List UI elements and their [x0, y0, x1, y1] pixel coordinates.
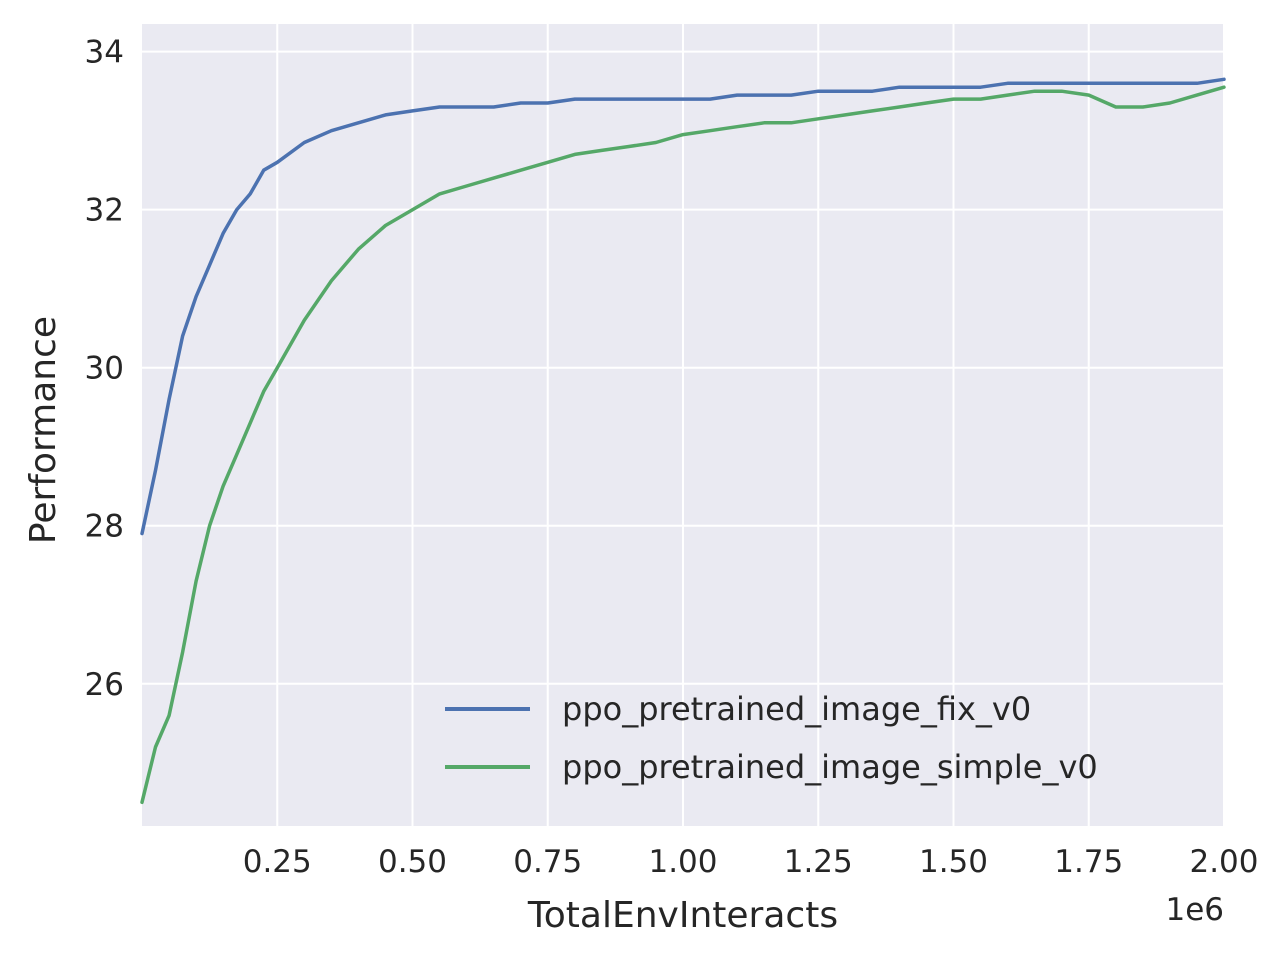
y-tick-labels: 26 28 30 32 34	[85, 35, 124, 703]
x-tick-label: 1.75	[1054, 844, 1123, 880]
series-line-1	[140, 77, 1226, 536]
x-tick-label: 0.50	[378, 844, 447, 880]
legend-label-series-1: ppo_pretrained_image_fix_v0	[562, 690, 1031, 728]
legend: ppo_pretrained_image_fix_v0 ppo_pretrain…	[445, 690, 1098, 786]
x-axis-label: TotalEnvInteracts	[527, 895, 838, 936]
x-tick-label: 1.50	[919, 844, 988, 880]
y-tick-label: 28	[85, 509, 124, 545]
x-tick-label: 0.75	[513, 844, 582, 880]
x-tick-label: 1.00	[648, 844, 717, 880]
series-line-2	[140, 85, 1226, 805]
x-tick-label: 1.25	[784, 844, 853, 880]
x-tick-label: 2.00	[1189, 844, 1258, 880]
x-axis-offset-label: 1e6	[1165, 892, 1224, 928]
y-tick-label: 30	[85, 351, 124, 387]
grid-lines	[142, 24, 1225, 826]
y-axis-label: Performance	[23, 316, 64, 544]
y-tick-label: 32	[85, 193, 124, 229]
x-tick-labels: 0.25 0.50 0.75 1.00 1.25 1.50 1.75 2.00	[243, 844, 1259, 880]
legend-label-series-2: ppo_pretrained_image_simple_v0	[562, 748, 1098, 786]
data-series	[140, 77, 1226, 805]
y-tick-label: 34	[85, 35, 124, 71]
y-tick-label: 26	[85, 667, 124, 703]
x-tick-label: 0.25	[243, 844, 312, 880]
